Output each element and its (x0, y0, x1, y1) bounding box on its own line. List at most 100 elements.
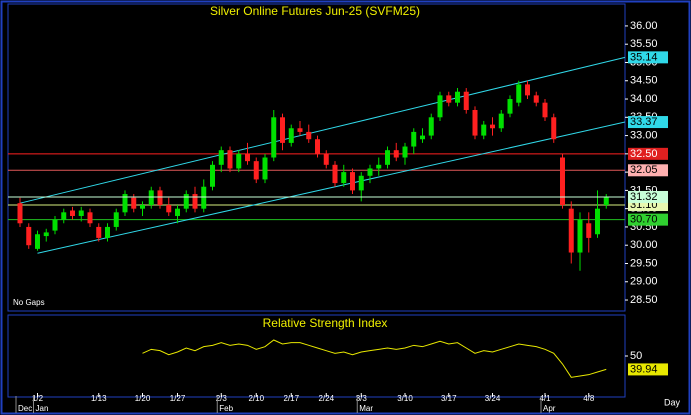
candle-body (603, 196, 609, 206)
candle-body (201, 186, 207, 209)
candle-body (385, 150, 390, 165)
trend-label-box (628, 51, 668, 64)
y-tick-label: 34.00 (630, 93, 658, 105)
level-label-box (628, 213, 668, 226)
candle-body (113, 212, 119, 227)
candle-body (437, 95, 443, 118)
candle-body (463, 91, 469, 110)
candle-body (472, 109, 478, 136)
y-tick-label: 33.00 (630, 129, 658, 141)
candle-body (393, 150, 399, 158)
y-tick-label: 29.00 (630, 276, 658, 288)
rsi-last-box (628, 363, 668, 376)
rsi-line (142, 339, 607, 378)
candle-body (542, 102, 548, 118)
trend-line (37, 121, 626, 254)
candle-body (262, 157, 268, 180)
level-label: 30.70 (630, 214, 658, 226)
candle-body (498, 113, 504, 129)
candle-body (288, 128, 294, 143)
level-label: 32.05 (630, 164, 658, 176)
candle-body (157, 190, 163, 206)
candle-body (315, 139, 320, 154)
candle-body (560, 157, 565, 206)
candle-body (516, 84, 522, 103)
candle-body (218, 150, 224, 165)
trend-label: 33.37 (630, 116, 658, 128)
x-tick-label: 3/3 (356, 394, 368, 403)
y-tick-label: 28.50 (630, 294, 658, 306)
candle-body (35, 234, 40, 249)
candle-body (61, 212, 67, 220)
candle-body (367, 168, 373, 176)
candle-body (533, 95, 539, 103)
x-tick-label: 4/1 (539, 394, 551, 403)
x-tick-label: 2/17 (283, 394, 299, 403)
rsi-tick-label: 50 (630, 350, 642, 362)
x-tick-label: 1/13 (91, 394, 107, 403)
y-tick-label: 30.00 (630, 239, 658, 251)
x-tick-label: 3/17 (441, 394, 457, 403)
candle-body (210, 164, 215, 187)
candle-body (411, 131, 417, 147)
candle-body (253, 161, 259, 180)
rsi-last-label: 39.94 (630, 363, 658, 375)
candle-body (455, 91, 460, 103)
candle-body (17, 203, 23, 224)
x-axis-unit: Day (664, 397, 681, 407)
candle-body (122, 194, 128, 213)
candle-body (490, 124, 495, 129)
trend-line (19, 56, 626, 204)
candle-body (525, 84, 530, 96)
candle-body (245, 153, 250, 162)
candle-body (166, 205, 172, 213)
y-tick-label: 35.50 (630, 38, 658, 50)
x-tick-label: 3/24 (485, 394, 501, 403)
candle-body (105, 226, 110, 238)
candle-body (428, 117, 434, 136)
candle-body (96, 226, 102, 238)
x-tick-label: 4/8 (583, 394, 595, 403)
candle-body (227, 150, 233, 169)
candle-body (323, 153, 329, 165)
y-tick-label: 36.00 (630, 20, 658, 32)
trend-label: 35.14 (630, 51, 658, 63)
candle-body (332, 164, 338, 184)
month-label: Jan (36, 404, 49, 413)
candle-body (420, 135, 425, 140)
candle-body (26, 226, 32, 246)
candle-body (52, 219, 58, 231)
candle-body (131, 197, 137, 209)
x-tick-label: 2/3 (216, 394, 228, 403)
candle-body (70, 210, 75, 216)
candle-body (350, 172, 355, 191)
candle-body (175, 208, 180, 216)
candle-body (306, 131, 312, 140)
candle-body (481, 124, 487, 136)
candle-body (568, 208, 574, 253)
candle-body (183, 194, 189, 209)
candle-body (551, 117, 557, 140)
candle-body (507, 99, 513, 114)
y-tick-label: 29.50 (630, 257, 658, 269)
month-label: Apr (543, 404, 556, 413)
candle-body (402, 146, 408, 158)
candle-body (297, 128, 303, 132)
candle-body (586, 223, 592, 238)
x-tick-label: 1/20 (135, 394, 151, 403)
x-tick-label: 3/10 (397, 394, 413, 403)
chart-title: Silver Online Futures Jun-25 (SVFM25) (210, 4, 420, 18)
candle-body (341, 172, 347, 184)
candle-body (140, 205, 145, 209)
candle-body (446, 95, 452, 103)
candle-body (595, 208, 600, 235)
annotation: No Gaps (13, 298, 45, 307)
trend-label-box (628, 116, 668, 129)
level-label-box (628, 164, 668, 177)
last-price-label-box (628, 190, 668, 203)
y-tick-label: 34.50 (630, 75, 658, 87)
candle-body (192, 194, 198, 209)
candle-body (280, 117, 285, 143)
